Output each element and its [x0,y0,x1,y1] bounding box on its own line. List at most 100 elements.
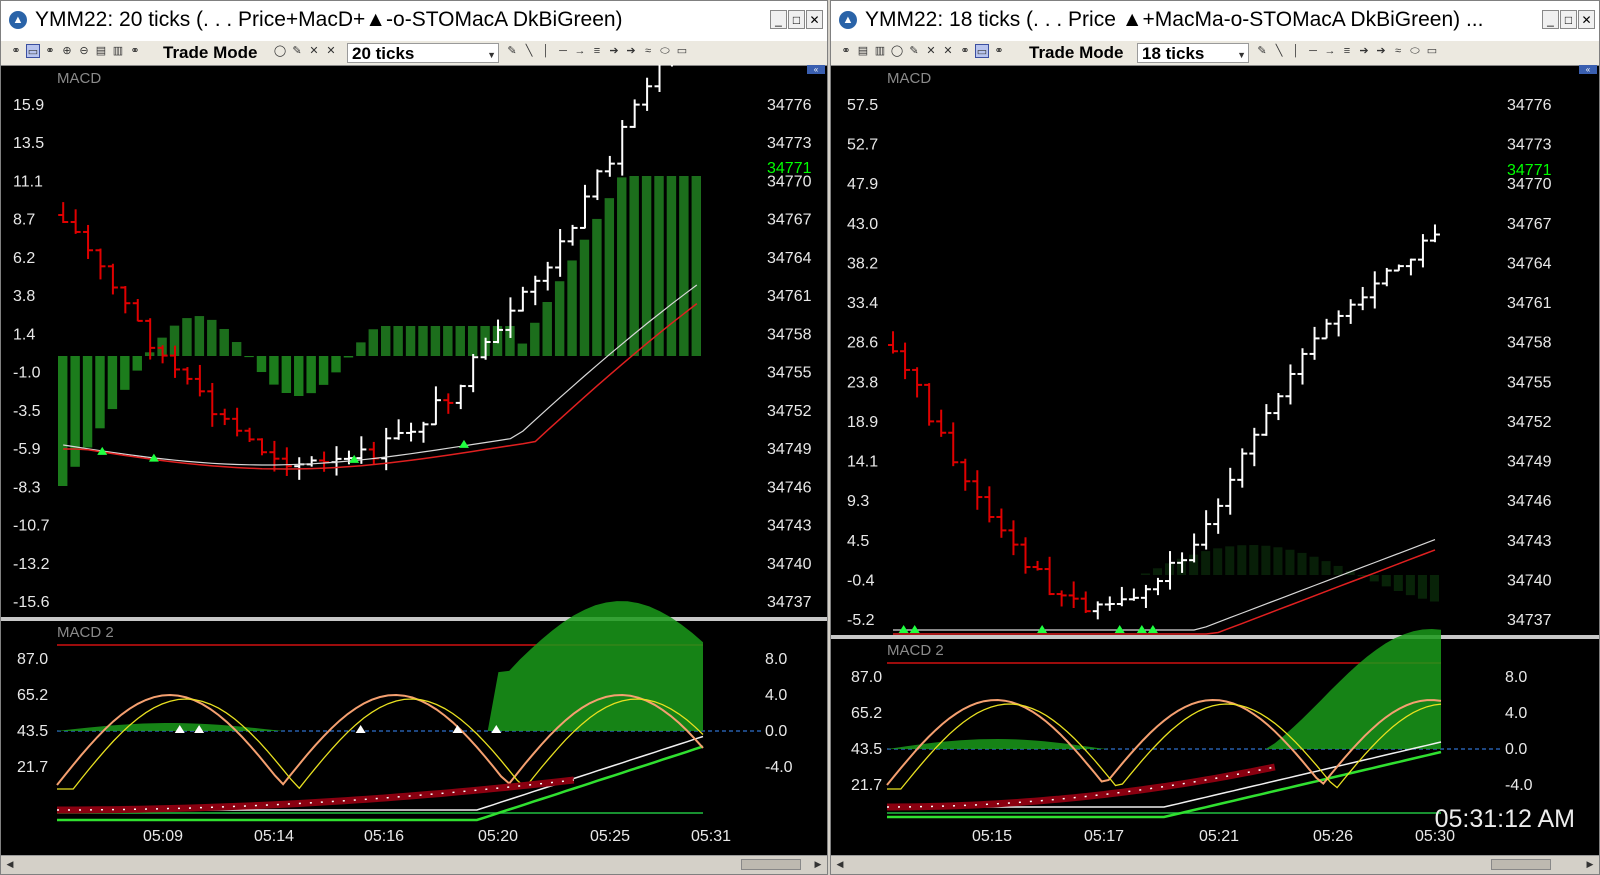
data-box-icon[interactable]: ▤ [857,45,869,57]
macd-line [893,539,1436,631]
ellipse-icon[interactable]: ⬭ [1410,45,1420,57]
ellipse-icon[interactable]: ⬭ [660,45,670,57]
rectangle-icon[interactable]: ▭ [676,45,688,57]
collapse-icon[interactable]: « [1579,65,1597,74]
pencil-icon[interactable]: ✎ [1257,45,1267,57]
close-button[interactable]: ✕ [1578,10,1595,29]
horizontal-scrollbar[interactable]: ◀ ▶ [1,855,827,874]
scroll-right-icon[interactable]: ▶ [1586,859,1594,869]
interval-select[interactable]: 18 ticks ▼ [1137,43,1249,63]
vertical-line-icon[interactable]: │ [1292,45,1300,57]
close-icon[interactable]: ✕ [926,45,936,57]
interval-select[interactable]: 20 ticks ▼ [347,43,499,63]
macd-histogram-bar [269,356,279,385]
trendline-icon[interactable]: ╲ [1275,45,1283,57]
link-icon[interactable]: ⚭ [841,45,851,57]
left-axis-tick: 33.4 [847,295,878,312]
horizontal-line-icon[interactable]: ─ [1309,45,1317,57]
macd-histogram-bar [318,356,329,385]
macd-histogram-bar [1249,545,1259,575]
macd-histogram-bar [542,302,552,356]
right-axis-tick: 34776 [767,97,812,114]
interval-value: 20 ticks [352,44,415,63]
scroll-thumb[interactable] [1491,859,1551,870]
osc-slow-line-2 [57,745,704,822]
chart-window-right[interactable]: ▲ YMM22: 18 ticks (. . . Price ▲+MacMa-o… [830,0,1600,875]
link-icon[interactable]: ⚭ [994,45,1004,57]
scroll-left-icon[interactable]: ◀ [836,859,844,869]
link-icon[interactable]: ⚭ [960,45,970,57]
chat-icon[interactable]: ◯ [273,45,287,57]
macd-histogram-bar [70,356,80,467]
window-titlebar[interactable]: ▲ YMM22: 18 ticks (. . . Price ▲+MacMa-o… [831,1,1599,42]
bar-type-icon[interactable]: ▭ [26,44,40,58]
chat-icon[interactable]: ◯ [890,45,904,57]
trendline-icon[interactable]: ╲ [525,45,533,57]
right-axis-tick: 34746 [1507,493,1552,510]
close-icon[interactable]: ✕ [943,45,953,57]
close-icon[interactable]: ✕ [326,45,336,57]
scroll-thumb[interactable] [741,859,801,870]
pane-divider [1,617,827,621]
macd-histogram-bar [1333,565,1343,575]
right-axis-tick: 34761 [767,288,812,305]
fib-icon[interactable]: ≡ [593,45,601,57]
fib-icon[interactable]: ≡ [1343,45,1351,57]
clock: 05:31:12 AM [1434,805,1575,833]
right-axis-tick: 34770 [767,173,812,190]
rectangle-icon[interactable]: ▭ [1426,45,1438,57]
wave-icon[interactable]: ≈ [1394,45,1402,57]
link-icon[interactable]: ⚭ [130,45,140,57]
osc-right-axis-tick: 4.0 [1505,705,1527,722]
right-axis-tick: 34776 [1507,97,1552,114]
edit-icon[interactable]: ✎ [292,45,302,57]
vertical-line-icon[interactable]: │ [542,45,550,57]
right-axis-tick: 34758 [1507,335,1552,352]
chart-window-left[interactable]: ▲ YMM22: 20 ticks (. . . Price+MacD+▲-o-… [0,0,828,875]
minimize-button[interactable]: _ [770,10,787,29]
scroll-right-icon[interactable]: ▶ [814,859,822,869]
close-icon[interactable]: ✕ [309,45,319,57]
time-axis-tick: 05:26 [1313,828,1353,845]
window-titlebar[interactable]: ▲ YMM22: 20 ticks (. . . Price+MacD+▲-o-… [1,1,827,42]
collapse-icon[interactable]: « [807,65,825,74]
macd-histogram-bar [381,326,391,356]
data-box-icon[interactable]: ▤ [95,45,107,57]
zoom-in-icon[interactable]: ⊕ [62,45,72,57]
wave-icon[interactable]: ≈ [644,45,652,57]
trade-mode-button[interactable]: Trade Mode [163,43,258,62]
osc-band-dots [887,766,1275,808]
properties-icon[interactable]: ▥ [874,45,886,57]
arrow-right-icon[interactable]: ➔ [1376,45,1386,57]
right-axis-tick: 34770 [1507,176,1552,193]
maximize-button[interactable]: □ [1560,10,1577,29]
osc-marker [491,725,502,733]
arrow-right-icon[interactable]: ➔ [1359,45,1369,57]
scroll-left-icon[interactable]: ◀ [6,859,14,869]
link-icon[interactable]: ⚭ [45,45,55,57]
arrow-right-icon[interactable]: ➔ [609,45,619,57]
maximize-button[interactable]: □ [788,10,805,29]
properties-icon[interactable]: ▥ [112,45,124,57]
horizontal-line-icon[interactable]: ─ [559,45,567,57]
price-chart-left[interactable]: MACD 15.9 13.5 11.1 8.7 6.2 3.8 1.4 -1.0 -3.5 -5.9… [1,65,828,845]
macd-histogram-bar [120,356,130,390]
zoom-out-icon[interactable]: ⊖ [79,45,89,57]
price-chart-right[interactable]: MACD 57.5 52.7 47.9 43.0 38.2 33.4 28.6 23.8 18.9… [831,65,1600,845]
osc-right-axis-tick: 8.0 [765,651,787,668]
close-button[interactable]: ✕ [806,10,823,29]
minimize-button[interactable]: _ [1542,10,1559,29]
left-axis-tick: -0.4 [847,572,875,589]
horizontal-scrollbar[interactable]: ◀ ▶ [831,855,1599,874]
link-icon[interactable]: ⚭ [11,45,21,57]
pencil-icon[interactable]: ✎ [507,45,517,57]
arrow-line-icon[interactable]: → [1324,45,1336,57]
arrow-right-icon[interactable]: ➔ [626,45,636,57]
time-axis-tick: 05:25 [590,828,630,845]
trade-mode-button[interactable]: Trade Mode [1029,43,1124,62]
edit-icon[interactable]: ✎ [909,45,919,57]
arrow-line-icon[interactable]: → [574,45,586,57]
last-price-label: 34771 [1507,162,1552,179]
macd-histogram-bar [567,260,577,356]
bar-type-icon[interactable]: ▭ [975,44,989,58]
